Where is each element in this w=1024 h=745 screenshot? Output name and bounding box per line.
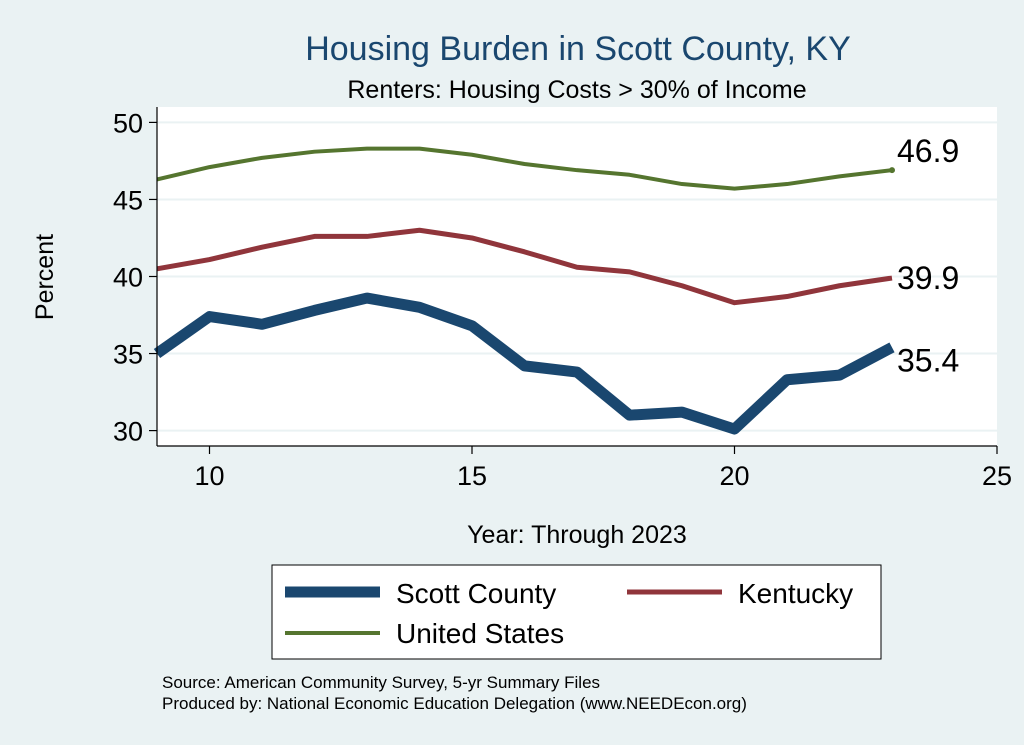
x-axis-label: Year: Through 2023 — [467, 521, 687, 549]
producer-note: Produced by: National Economic Education… — [162, 694, 747, 713]
end-labels: 35.4 39.9 46.9 — [897, 133, 959, 378]
x-tick-label: 15 — [457, 461, 487, 491]
x-tick-label: 10 — [194, 461, 224, 491]
series-line-scott-county — [153, 292, 895, 435]
axes: 30 35 40 45 50 10 15 20 25 — [113, 107, 1012, 491]
legend-label-scott-county: Scott County — [396, 578, 556, 609]
gridlines — [157, 121, 997, 432]
y-tick-label: 30 — [113, 417, 143, 447]
source-note: Source: American Community Survey, 5-yr … — [162, 673, 600, 692]
legend-box — [271, 564, 882, 660]
chart-subtitle: Renters: Housing Costs > 30% of Income — [347, 76, 806, 104]
x-tick-label: 25 — [982, 461, 1012, 491]
series-line-united-states — [156, 146, 893, 191]
end-label-kentucky: 39.9 — [897, 260, 959, 296]
end-label-scott-county: 35.4 — [897, 342, 959, 378]
y-tick-label: 35 — [113, 340, 143, 370]
y-tick-label: 45 — [113, 185, 143, 215]
y-tick-label: 50 — [113, 108, 143, 138]
y-axis-label: Percent — [31, 234, 59, 320]
legend-label-kentucky: Kentucky — [738, 578, 853, 609]
end-label-united-states: 46.9 — [897, 133, 959, 169]
end-marker-united-states — [889, 167, 895, 174]
y-tick-label: 40 — [113, 263, 143, 293]
legend-label-united-states: United States — [396, 618, 564, 649]
series-lines — [153, 146, 895, 435]
legend: Scott County Kentucky United States — [271, 564, 882, 660]
x-tick-label: 20 — [719, 461, 749, 491]
series-line-kentucky — [156, 227, 893, 306]
chart-title: Housing Burden in Scott County, KY — [305, 30, 851, 68]
